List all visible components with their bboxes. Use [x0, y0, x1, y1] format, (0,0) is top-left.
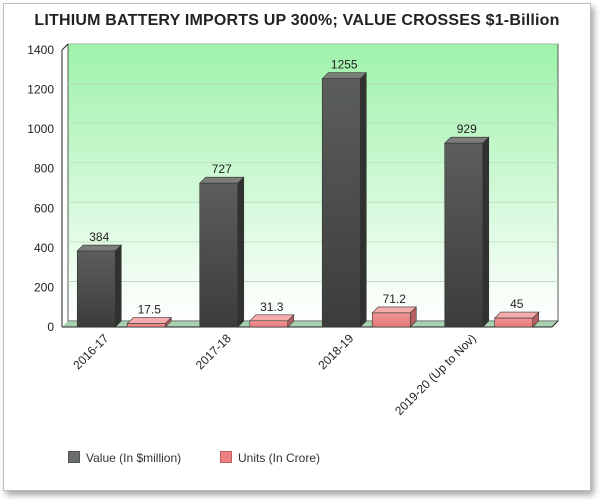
- legend-swatch-units: [220, 451, 232, 463]
- data-label: 1255: [331, 58, 358, 72]
- data-label: 31.3: [260, 300, 284, 314]
- x-tick-label: 2019-20 (Up to Nov): [392, 331, 479, 418]
- bar-top: [444, 136, 490, 144]
- bar-units: [249, 320, 289, 328]
- y-tick-label: 400: [34, 241, 54, 255]
- y-tick-label: 1200: [27, 83, 54, 97]
- data-label: 71.2: [383, 292, 407, 306]
- x-tick-label: 2017-18: [193, 331, 234, 372]
- chart-title: LITHIUM BATTERY IMPORTS UP 300%; VALUE C…: [34, 12, 560, 29]
- chart-svg: 0 200 400 600 800 1000 1200 1400 384 17.5 2016-17 7…: [27, 43, 559, 418]
- data-label: 727: [212, 162, 232, 176]
- bar-top: [371, 306, 417, 314]
- bar-value: [76, 250, 116, 328]
- bar-side: [359, 71, 367, 328]
- legend-item-value: Value (In $million): [68, 451, 181, 465]
- bar-units: [371, 312, 411, 328]
- y-tick-label: 600: [34, 201, 54, 215]
- plot-floor: [62, 321, 558, 327]
- bar-value: [321, 78, 361, 328]
- axis-corner: [551, 320, 559, 328]
- chart-frame: LITHIUM BATTERY IMPORTS UP 300%; VALUE C…: [3, 3, 591, 491]
- bar-value: [199, 182, 239, 328]
- y-tick-label: 800: [34, 162, 54, 176]
- bar-side: [237, 176, 245, 328]
- legend-item-units: Units (In Crore): [220, 451, 320, 465]
- y-tick-label: 1000: [27, 122, 54, 136]
- bar-top: [249, 314, 295, 322]
- bar-units: [126, 323, 166, 328]
- bar-top: [199, 176, 245, 184]
- bar-top: [76, 244, 122, 252]
- legend-swatch-value: [68, 451, 80, 463]
- data-label: 384: [89, 230, 109, 244]
- x-tick-label: 2018-19: [315, 331, 356, 372]
- bar-top: [126, 317, 172, 324]
- x-tick-label: 2016-17: [70, 331, 111, 372]
- axis-corner: [61, 43, 69, 51]
- bar-side: [114, 244, 122, 328]
- bar-top: [321, 72, 367, 79]
- legend-label-value: Value (In $million): [86, 451, 182, 465]
- bar-value: [444, 142, 484, 328]
- bar-side: [482, 136, 490, 328]
- bar-top: [494, 311, 540, 319]
- y-tick-label: 200: [34, 280, 54, 294]
- data-label: 929: [457, 122, 477, 136]
- y-tick-label: 0: [47, 320, 54, 334]
- data-label: 45: [510, 297, 524, 311]
- legend-label-units: Units (In Crore): [238, 451, 321, 465]
- bar-units: [494, 317, 534, 328]
- y-tick-label: 1400: [27, 43, 54, 57]
- data-label: 17.5: [138, 303, 162, 317]
